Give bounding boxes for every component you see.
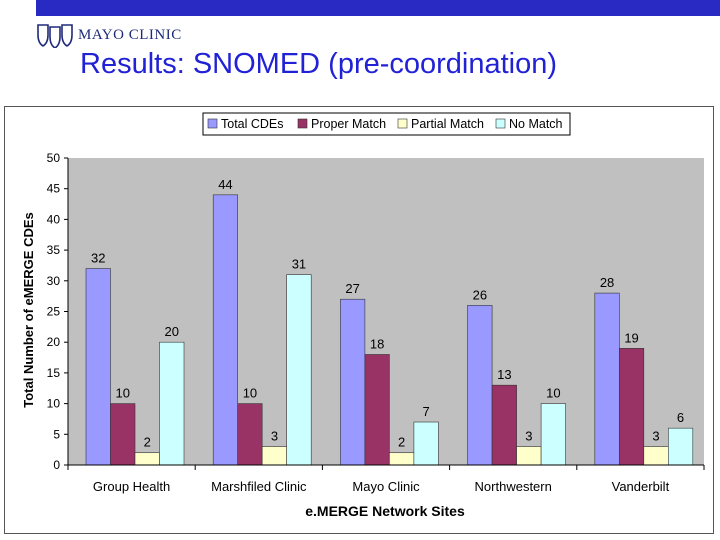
legend-swatch: [397, 118, 408, 129]
bar: [85, 268, 111, 466]
data-label: 7: [423, 404, 430, 419]
bar: [467, 305, 493, 466]
bar: [594, 292, 620, 466]
legend: Total CDEs Proper Match Partial Match No Ma…: [202, 112, 571, 136]
data-label: 28: [600, 275, 614, 290]
data-label: 20: [165, 324, 179, 339]
legend-label: Partial Match: [411, 117, 484, 131]
bar: [110, 403, 136, 466]
legend-label: No Match: [509, 117, 563, 131]
data-label: 2: [398, 435, 405, 450]
y-axis-label: Total Number of eMERGE CDEs: [21, 212, 36, 408]
y-tick-label: 45: [47, 182, 61, 196]
bar: [618, 348, 645, 466]
bar: [159, 341, 185, 466]
legend-label: Total CDEs: [221, 117, 284, 131]
bar: [364, 354, 390, 466]
legend-box: [202, 112, 571, 136]
data-label: 10: [243, 386, 257, 401]
bar: [134, 452, 160, 466]
data-label: 32: [91, 251, 105, 266]
x-tick-label: Marshfiled Clinic: [211, 479, 307, 494]
data-label: 18: [370, 336, 384, 351]
y-tick-label: 25: [47, 305, 61, 319]
data-label: 27: [345, 281, 359, 296]
y-tick-label: 10: [47, 397, 61, 411]
data-label: 19: [624, 330, 638, 345]
slide-title: Results: SNOMED (pre-coordination): [80, 48, 558, 80]
data-label: 6: [677, 410, 684, 425]
y-tick-label: 30: [47, 274, 61, 288]
legend-swatch: [207, 118, 218, 129]
data-label: 31: [292, 257, 306, 272]
x-tick-label: Group Health: [93, 479, 170, 494]
mayo-clinic-logo: MAYO CLINIC: [36, 22, 182, 48]
data-label: 10: [116, 386, 130, 401]
data-label: 3: [271, 429, 278, 444]
bar: [667, 427, 694, 466]
header-bar: [36, 0, 720, 16]
data-label: 44: [218, 177, 232, 192]
y-tick-label: 5: [53, 427, 60, 441]
x-tick-label: Mayo Clinic: [352, 479, 420, 494]
bar: [413, 421, 439, 466]
y-tick-label: 20: [47, 335, 61, 349]
legend-label: Proper Match: [311, 117, 386, 131]
bar: [389, 452, 415, 466]
bar: [261, 446, 288, 466]
y-tick-label: 15: [47, 366, 61, 380]
y-axis: 0 5 10 15 20 25 30 35 40 45 50: [47, 151, 69, 472]
data-label: 26: [473, 287, 487, 302]
bar: [516, 446, 542, 466]
legend-swatch: [495, 118, 506, 129]
mayo-shields-icon: [37, 24, 73, 48]
data-label: 3: [652, 429, 659, 444]
data-label: 2: [144, 435, 151, 450]
y-tick-label: 40: [47, 212, 61, 226]
x-tick-label: Northwestern: [475, 479, 552, 494]
y-tick-label: 50: [47, 151, 61, 165]
bar: [540, 403, 566, 466]
logo-text: MAYO CLINIC: [78, 26, 182, 43]
x-axis-label: e.MERGE Network Sites: [305, 503, 465, 519]
data-label: 13: [497, 367, 511, 382]
bar: [286, 274, 312, 466]
y-tick-label: 0: [53, 458, 60, 472]
bar: [643, 446, 669, 466]
legend-swatch: [297, 118, 308, 129]
bar: [491, 384, 517, 466]
bar: [340, 298, 366, 466]
data-label: 3: [525, 429, 532, 444]
bar: [212, 194, 238, 466]
y-tick-label: 35: [47, 243, 61, 257]
x-axis: Group Health Marshfiled Clinic Mayo Clinic…: [67, 464, 705, 494]
data-label: 10: [546, 386, 560, 401]
x-tick-label: Vanderbilt: [612, 479, 670, 494]
bar: [237, 403, 263, 466]
